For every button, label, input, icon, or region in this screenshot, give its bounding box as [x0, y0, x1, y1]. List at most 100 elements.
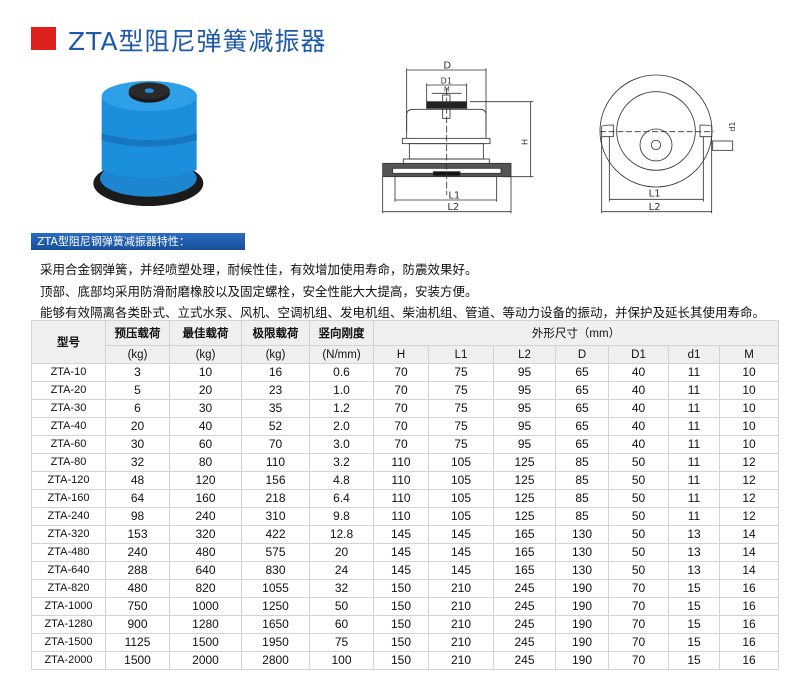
top-view-drawing: [599, 74, 734, 214]
value-cell: 65: [555, 435, 609, 454]
value-cell: 95: [493, 399, 556, 418]
model-cell: ZTA-160: [31, 489, 106, 508]
header-L2: L2: [493, 345, 556, 364]
value-cell: 2800: [241, 651, 310, 670]
value-cell: 320: [169, 525, 242, 544]
value-cell: 210: [428, 615, 494, 634]
value-cell: 10: [169, 363, 242, 382]
value-cell: 1650: [241, 615, 310, 634]
header-best-load: 最佳载荷: [169, 320, 242, 346]
value-cell: 640: [169, 561, 242, 580]
value-cell: 245: [493, 651, 556, 670]
value-cell: 1500: [105, 651, 170, 670]
value-cell: 75: [428, 417, 494, 436]
value-cell: 95: [493, 363, 556, 382]
value-cell: 422: [241, 525, 310, 544]
value-cell: 100: [309, 651, 374, 670]
section-label-bar: ZTA型阻尼钢弹簧减振器特性：: [31, 233, 245, 250]
model-cell: ZTA-60: [31, 435, 106, 454]
value-cell: 1125: [105, 633, 170, 652]
value-cell: 2.0: [309, 417, 374, 436]
model-cell: ZTA-40: [31, 417, 106, 436]
table-row: ZTA-40 20 40 52 2.0 70 75 95 65 40 11 10: [31, 417, 779, 436]
label-d1: d1: [728, 121, 737, 131]
value-cell: 70: [373, 363, 429, 382]
model-cell: ZTA-640: [31, 561, 106, 580]
value-cell: 105: [428, 507, 494, 526]
value-cell: 190: [555, 651, 609, 670]
value-cell: 16: [719, 633, 779, 652]
product-photo: [93, 81, 204, 206]
label-L2-side: L2: [447, 202, 459, 213]
table-row: ZTA-2000 1500 2000 2800 100 150 210 245 190 70 15 1…: [31, 651, 779, 670]
value-cell: 110: [373, 453, 429, 472]
value-cell: 35: [241, 399, 310, 418]
value-cell: 11: [668, 507, 720, 526]
value-cell: 30: [169, 399, 242, 418]
value-cell: 95: [493, 381, 556, 400]
value-cell: 14: [719, 561, 779, 580]
value-cell: 20: [105, 417, 170, 436]
value-cell: 145: [428, 543, 494, 562]
table-row: ZTA-20 5 20 23 1.0 70 75 95 65 40 11 10: [31, 381, 779, 400]
value-cell: 11: [668, 471, 720, 490]
header-preload: 预压载荷: [105, 320, 170, 346]
value-cell: 40: [608, 363, 669, 382]
value-cell: 13: [668, 525, 720, 544]
value-cell: 1250: [241, 597, 310, 616]
value-cell: 50: [608, 561, 669, 580]
value-cell: 50: [608, 543, 669, 562]
value-cell: 12: [719, 453, 779, 472]
model-cell: ZTA-320: [31, 525, 106, 544]
value-cell: 4.8: [309, 471, 374, 490]
value-cell: 30: [105, 435, 170, 454]
value-cell: 70: [608, 579, 669, 598]
value-cell: 14: [719, 525, 779, 544]
value-cell: 288: [105, 561, 170, 580]
value-cell: 310: [241, 507, 310, 526]
value-cell: 95: [493, 435, 556, 454]
value-cell: 20: [309, 543, 374, 562]
value-cell: 110: [373, 471, 429, 490]
header-H: H: [373, 345, 429, 364]
value-cell: 165: [493, 525, 556, 544]
value-cell: 210: [428, 579, 494, 598]
value-cell: 750: [105, 597, 170, 616]
value-cell: 156: [241, 471, 310, 490]
table-row: ZTA-10 3 10 16 0.6 70 75 95 65 40 11 10: [31, 363, 779, 382]
table-row: ZTA-640 288 640 830 24 145 145 165 130 50 13 14: [31, 561, 779, 580]
header-stiffness: 竖向刚度: [309, 320, 374, 346]
table-row: ZTA-160 64 160 218 6.4 110 105 125 85 50 11 12: [31, 489, 779, 508]
header-D1: D1: [608, 345, 669, 364]
value-cell: 240: [169, 507, 242, 526]
value-cell: 64: [105, 489, 170, 508]
value-cell: 98: [105, 507, 170, 526]
value-cell: 3.2: [309, 453, 374, 472]
value-cell: 70: [608, 633, 669, 652]
value-cell: 65: [555, 417, 609, 436]
value-cell: 65: [555, 381, 609, 400]
header-L1: L1: [428, 345, 494, 364]
table-row: ZTA-60 30 60 70 3.0 70 75 95 65 40 11 10: [31, 435, 779, 454]
table-row: ZTA-1500 1125 1500 1950 75 150 210 245 190 70 15 16: [31, 633, 779, 652]
value-cell: 70: [608, 615, 669, 634]
value-cell: 145: [373, 561, 429, 580]
value-cell: 5: [105, 381, 170, 400]
value-cell: 11: [668, 435, 720, 454]
value-cell: 165: [493, 561, 556, 580]
value-cell: 125: [493, 489, 556, 508]
value-cell: 14: [719, 543, 779, 562]
value-cell: 70: [373, 417, 429, 436]
model-cell: ZTA-20: [31, 381, 106, 400]
value-cell: 75: [309, 633, 374, 652]
value-cell: 6: [105, 399, 170, 418]
value-cell: 70: [373, 435, 429, 454]
value-cell: 75: [428, 381, 494, 400]
value-cell: 10: [719, 417, 779, 436]
value-cell: 16: [719, 615, 779, 634]
value-cell: 1500: [169, 633, 242, 652]
value-cell: 70: [373, 381, 429, 400]
value-cell: 3.0: [309, 435, 374, 454]
value-cell: 190: [555, 615, 609, 634]
value-cell: 2000: [169, 651, 242, 670]
